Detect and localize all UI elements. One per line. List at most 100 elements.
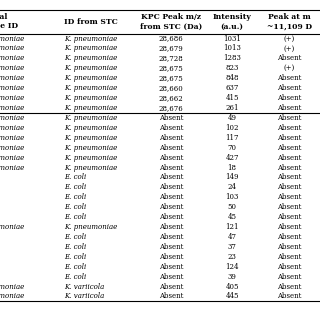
Text: 124: 124 [225,263,239,271]
Text: Absent: Absent [277,193,302,201]
Text: 28,675: 28,675 [159,74,184,82]
Text: 103: 103 [225,193,239,201]
Text: Absent: Absent [277,273,302,281]
Text: Absent: Absent [159,134,183,142]
Text: Absent: Absent [277,164,302,172]
Text: Absent: Absent [159,292,183,300]
Text: 117: 117 [225,134,239,142]
Text: K. pneumoniae: K. pneumoniae [64,114,117,122]
Text: K. pneumoniae: K. pneumoniae [0,74,24,82]
Text: Absent: Absent [159,173,183,181]
Text: K. pneumoniae: K. pneumoniae [0,154,24,162]
Text: K. pneumoniae: K. pneumoniae [0,35,24,43]
Text: 1013: 1013 [223,44,241,52]
Text: K. pneumoniae: K. pneumoniae [0,94,24,102]
Text: 102: 102 [225,124,239,132]
Text: Absent: Absent [159,154,183,162]
Text: Absent: Absent [277,134,302,142]
Text: 49: 49 [228,114,236,122]
Text: Absent: Absent [277,203,302,211]
Text: K. pneumoniae: K. pneumoniae [0,292,24,300]
Text: Absent: Absent [159,203,183,211]
Text: K. pneumoniae: K. pneumoniae [0,164,24,172]
Text: Absent: Absent [277,54,302,62]
Text: 28,662: 28,662 [159,94,184,102]
Text: K. pneumoniae: K. pneumoniae [0,134,24,142]
Text: K. pneumoniae: K. pneumoniae [0,84,24,92]
Text: K. pneumoniae: K. pneumoniae [64,144,117,152]
Text: 39: 39 [228,273,236,281]
Text: 637: 637 [225,84,239,92]
Text: Absent: Absent [159,124,183,132]
Text: Hospital
Routine ID: Hospital Routine ID [0,13,18,30]
Text: K. pneumoniae: K. pneumoniae [64,44,117,52]
Text: Absent: Absent [159,114,183,122]
Text: K. pneumoniae: K. pneumoniae [64,164,117,172]
Text: Absent: Absent [277,183,302,191]
Text: Absent: Absent [277,94,302,102]
Text: E. coli: E. coli [64,263,86,271]
Text: 405: 405 [225,283,239,291]
Text: 427: 427 [225,154,239,162]
Text: 28,686: 28,686 [159,35,184,43]
Text: E. coli: E. coli [64,203,86,211]
Text: K. pneumoniae: K. pneumoniae [0,104,24,112]
Text: K. pneumoniae: K. pneumoniae [64,54,117,62]
Text: K. variicola: K. variicola [64,292,104,300]
Text: 823: 823 [225,64,239,72]
Text: Peak at m
~11,109 D: Peak at m ~11,109 D [267,13,312,30]
Text: (+): (+) [284,64,295,72]
Text: E. coli: E. coli [64,233,86,241]
Text: ID from STC: ID from STC [64,18,118,26]
Text: 45: 45 [228,213,236,221]
Text: 28,675: 28,675 [159,64,184,72]
Text: K. pneumoniae: K. pneumoniae [0,223,24,231]
Text: E. coli: E. coli [64,243,86,251]
Text: K. pneumoniae: K. pneumoniae [64,124,117,132]
Text: Absent: Absent [277,84,302,92]
Text: K. pneumoniae: K. pneumoniae [64,84,117,92]
Text: 28,728: 28,728 [159,54,184,62]
Text: 37: 37 [228,243,236,251]
Text: E. coli: E. coli [64,273,86,281]
Text: E. coli: E. coli [64,183,86,191]
Text: E. coli: E. coli [64,173,86,181]
Text: 445: 445 [225,292,239,300]
Text: Absent: Absent [277,144,302,152]
Text: Absent: Absent [277,213,302,221]
Text: K. pneumoniae: K. pneumoniae [0,54,24,62]
Text: Absent: Absent [277,104,302,112]
Text: E. coli: E. coli [64,193,86,201]
Text: Absent: Absent [277,223,302,231]
Text: K. pneumoniae: K. pneumoniae [64,74,117,82]
Text: Absent: Absent [159,243,183,251]
Text: Absent: Absent [277,124,302,132]
Text: 415: 415 [225,94,239,102]
Text: Absent: Absent [277,173,302,181]
Text: Absent: Absent [159,233,183,241]
Text: Intensity
(a.u.): Intensity (a.u.) [212,13,252,30]
Text: 23: 23 [228,253,236,261]
Text: 50: 50 [228,203,236,211]
Text: 848: 848 [225,74,239,82]
Text: 47: 47 [228,233,236,241]
Text: E. coli: E. coli [64,213,86,221]
Text: 28,679: 28,679 [159,44,184,52]
Text: Absent: Absent [159,263,183,271]
Text: (+): (+) [284,35,295,43]
Text: 1283: 1283 [223,54,241,62]
Text: 149: 149 [225,173,239,181]
Text: Absent: Absent [159,193,183,201]
Text: Absent: Absent [159,144,183,152]
Text: K. pneumoniae: K. pneumoniae [64,35,117,43]
Text: 261: 261 [225,104,239,112]
Text: Absent: Absent [159,183,183,191]
Text: E. coli: E. coli [64,253,86,261]
Text: K. pneumoniae: K. pneumoniae [0,44,24,52]
Text: Absent: Absent [277,154,302,162]
Text: K. pneumoniae: K. pneumoniae [0,283,24,291]
Text: Absent: Absent [159,223,183,231]
Text: Absent: Absent [277,253,302,261]
Text: K. pneumoniae: K. pneumoniae [0,124,24,132]
Text: Absent: Absent [277,292,302,300]
